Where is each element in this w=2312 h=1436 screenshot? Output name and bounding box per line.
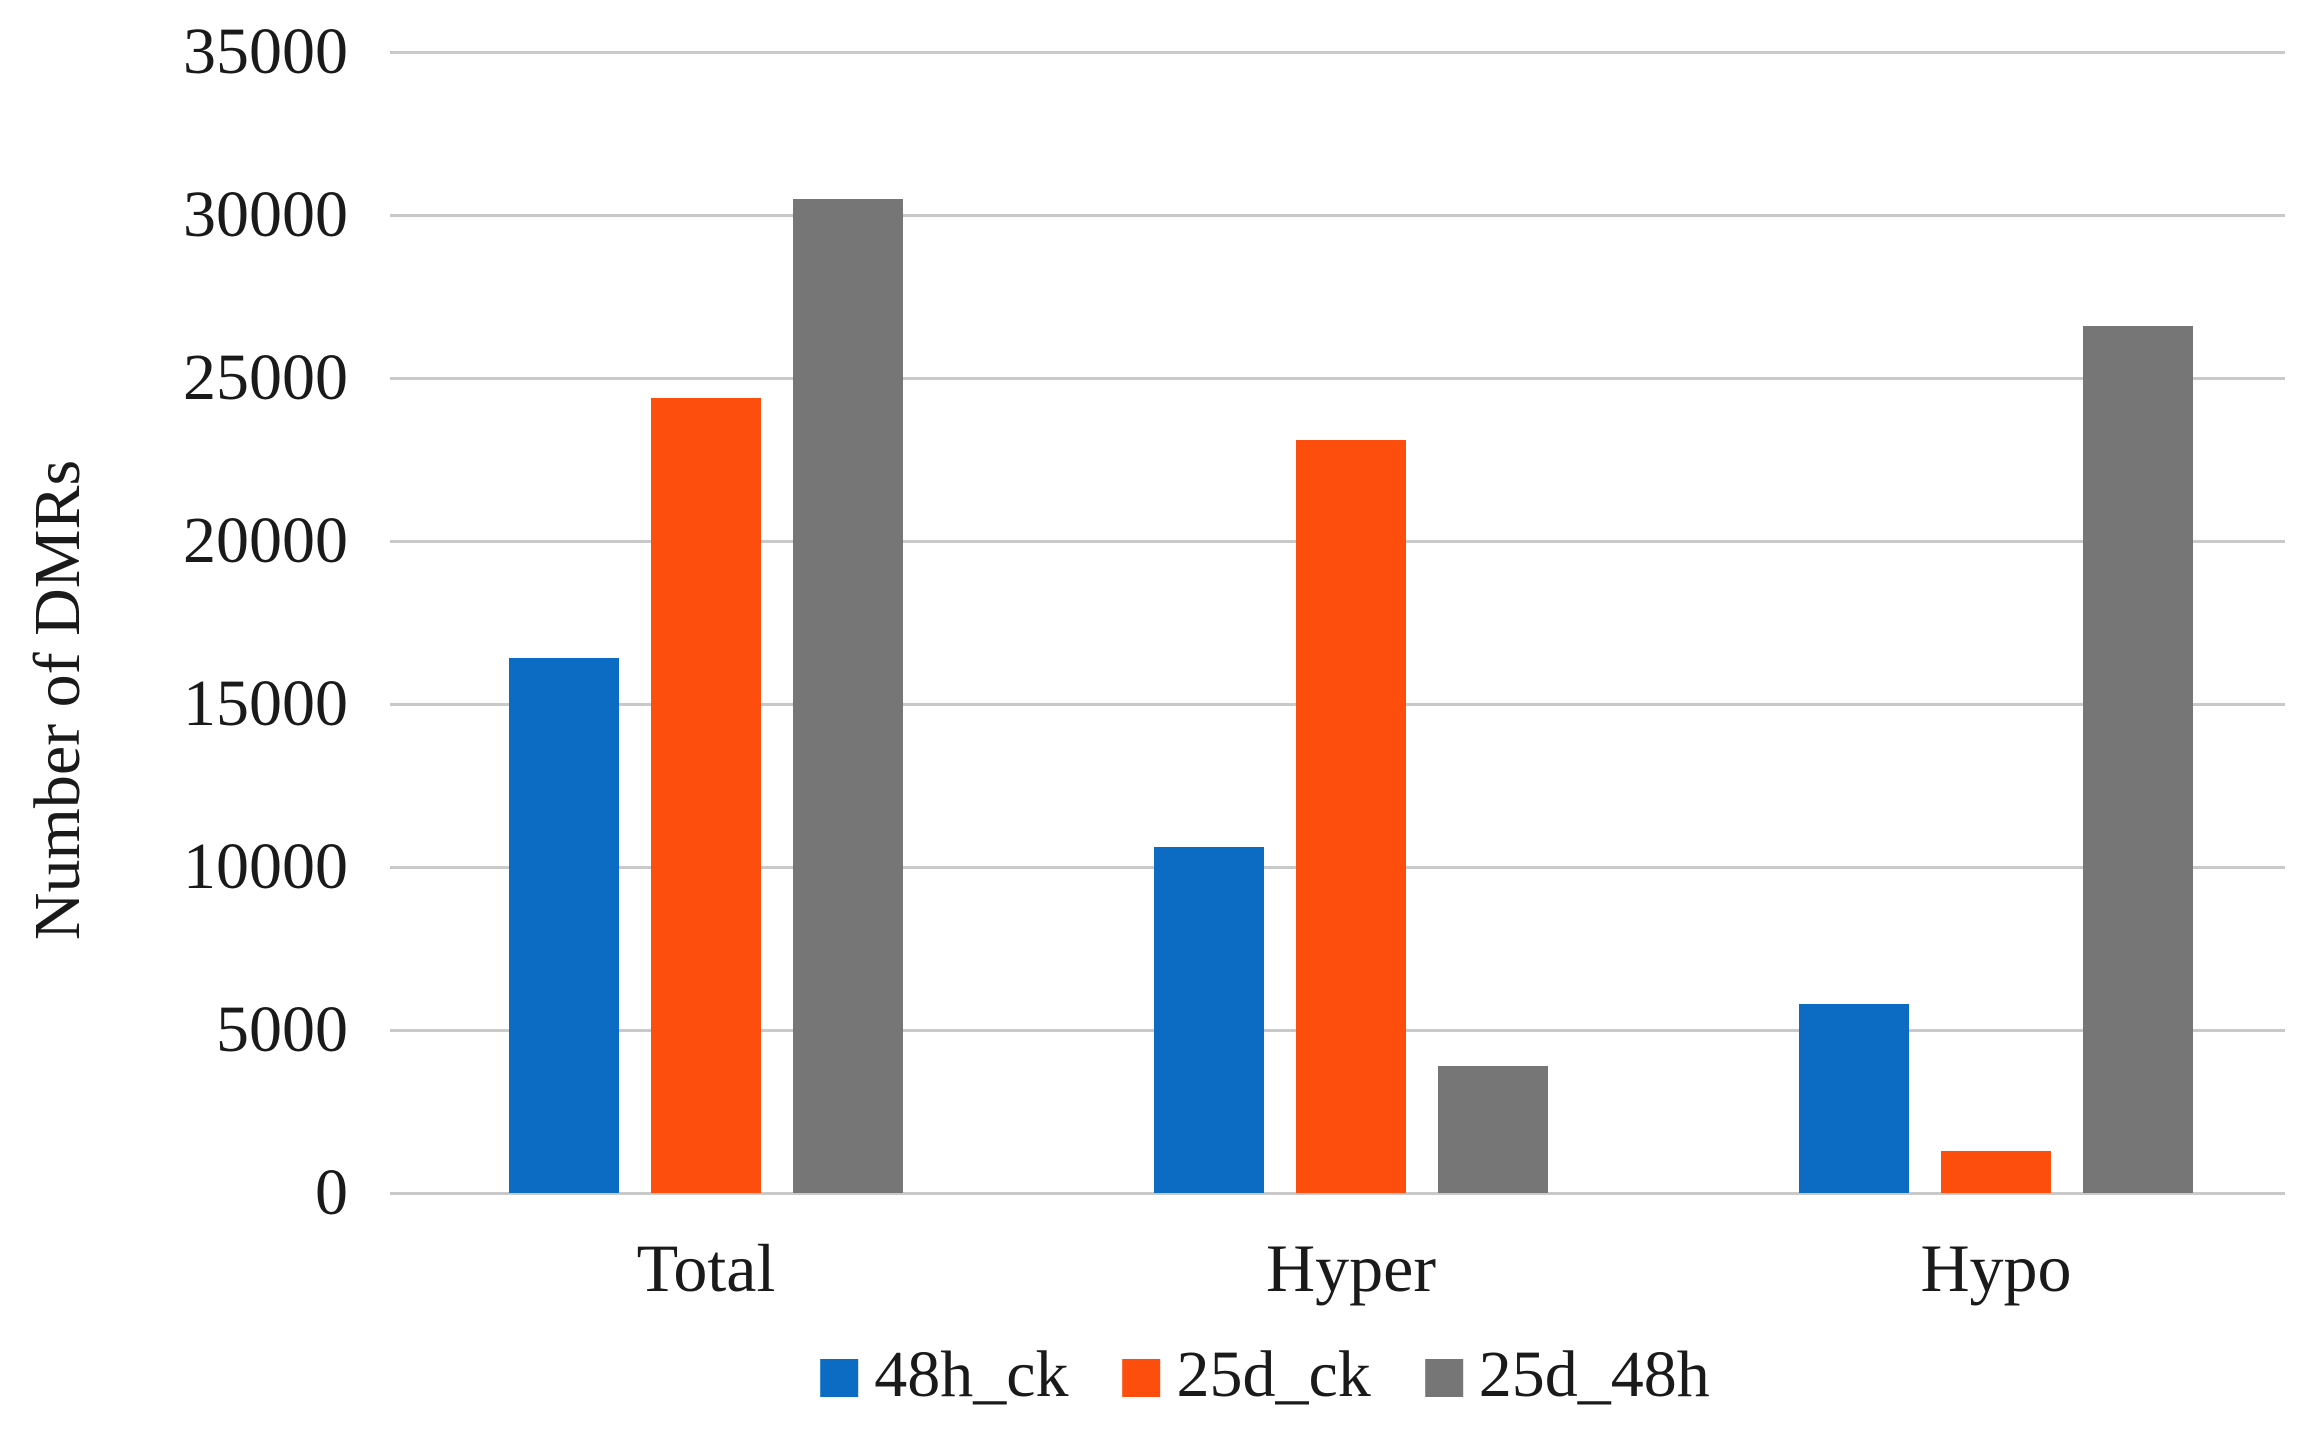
bar-25d_ck-total: [651, 397, 761, 1193]
bar-48h_ck-hyper: [1154, 847, 1264, 1193]
x-category-label-total: Total: [636, 1230, 776, 1306]
legend-label: 25d_48h: [1478, 1338, 1710, 1411]
bar-48h_ck-hypo: [1799, 1003, 1909, 1193]
gridline-y-0: [390, 1191, 2285, 1195]
legend-label: 25d_ck: [1176, 1338, 1371, 1411]
bar-48h_ck-total: [509, 658, 619, 1193]
bar-25d_48h-hyper: [1438, 1065, 1548, 1193]
legend-item-25d_ck: 25d_ck: [1122, 1338, 1371, 1411]
legend: 48h_ck 25d_ck 25d_48h: [820, 1340, 1710, 1410]
y-tick-label-10000: 10000: [183, 830, 348, 903]
legend-label: 48h_ck: [874, 1338, 1069, 1411]
legend-item-25d_48h: 25d_48h: [1424, 1338, 1710, 1411]
gridline-y-35000: [390, 50, 2285, 54]
x-category-label-hypo: Hypo: [1920, 1230, 2072, 1306]
gridline-y-25000: [390, 376, 2285, 380]
y-tick-label-0: 0: [315, 1156, 348, 1229]
legend-item-48h_ck: 48h_ck: [820, 1338, 1069, 1411]
bar-25d_ck-hyper: [1296, 439, 1406, 1193]
legend-swatch-icon: [1122, 1359, 1161, 1397]
legend-swatch-icon: [1424, 1359, 1463, 1397]
y-tick-label-15000: 15000: [183, 667, 348, 740]
bar-25d_48h-hypo: [2083, 325, 2193, 1193]
y-tick-label-35000: 35000: [183, 15, 348, 88]
y-tick-label-20000: 20000: [183, 504, 348, 577]
bar-25d_48h-total: [793, 198, 903, 1193]
x-category-label-hyper: Hyper: [1266, 1230, 1436, 1306]
y-tick-label-25000: 25000: [183, 341, 348, 414]
y-tick-label-5000: 5000: [216, 993, 348, 1066]
y-tick-label-30000: 30000: [183, 178, 348, 251]
legend-swatch-icon: [820, 1359, 859, 1397]
bar-25d_ck-hypo: [1941, 1150, 2051, 1193]
gridline-y-30000: [390, 213, 2285, 217]
